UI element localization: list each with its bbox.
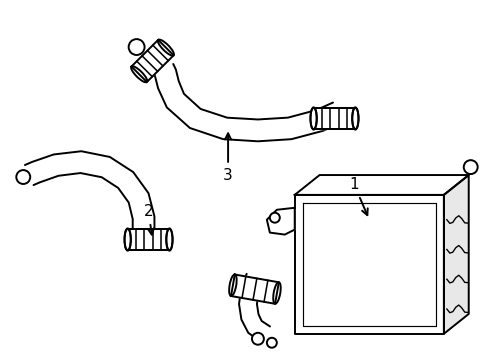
Polygon shape <box>294 195 443 334</box>
Polygon shape <box>313 108 355 129</box>
Text: 2: 2 <box>143 204 154 235</box>
Polygon shape <box>266 208 294 235</box>
Polygon shape <box>25 151 154 235</box>
Polygon shape <box>294 175 468 195</box>
Polygon shape <box>239 274 269 341</box>
Ellipse shape <box>266 338 276 348</box>
Ellipse shape <box>351 108 358 129</box>
Ellipse shape <box>128 39 144 55</box>
Ellipse shape <box>16 170 30 184</box>
Polygon shape <box>127 229 169 251</box>
Polygon shape <box>153 64 341 141</box>
Ellipse shape <box>463 160 477 174</box>
Text: 3: 3 <box>223 133 232 183</box>
Polygon shape <box>230 275 278 304</box>
Ellipse shape <box>310 108 316 129</box>
Ellipse shape <box>124 229 130 251</box>
Text: 1: 1 <box>349 177 367 215</box>
Ellipse shape <box>251 333 264 345</box>
Ellipse shape <box>166 229 172 251</box>
Polygon shape <box>443 175 468 334</box>
Polygon shape <box>131 40 173 82</box>
Ellipse shape <box>269 213 279 223</box>
